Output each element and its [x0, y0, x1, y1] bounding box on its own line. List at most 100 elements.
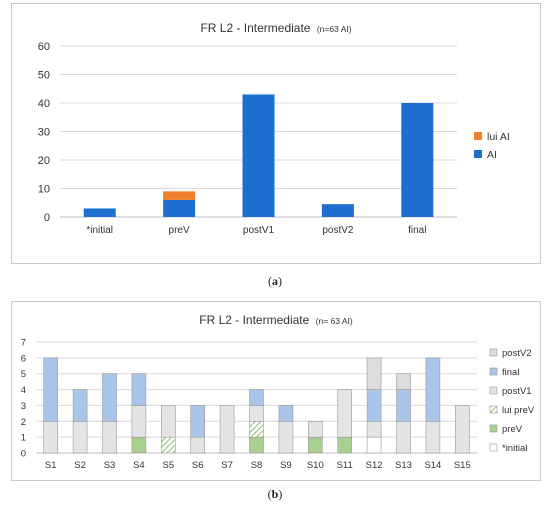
- chart-a-bar-ai: [321, 204, 354, 217]
- chart-b-bar-postv1: [425, 420, 441, 454]
- chart-b-bar-postv1: [454, 405, 470, 454]
- chart-b-legend-label-initial: *initial: [502, 443, 527, 454]
- chart-a-bar-ai: [401, 103, 434, 217]
- chart-b-bar-postv2: [396, 373, 411, 390]
- chart-b-bar-final: [190, 405, 205, 438]
- chart-a-legend-swatch-lui-ai: [474, 132, 482, 140]
- chart-a-bar-ai: [163, 199, 196, 217]
- chart-b-bar-lui-prev: [161, 436, 176, 454]
- chart-b-bar-final: [72, 389, 88, 422]
- chart-b-legend-swatch-prev: [489, 424, 498, 433]
- chart-b-category-label: S3: [104, 460, 116, 471]
- chart-b-bar-postv1: [337, 389, 353, 438]
- chart-b-legend-label-postv2: postV2: [502, 348, 532, 359]
- chart-b-bar-postv1: [131, 405, 147, 438]
- chart-b-bar-final: [425, 357, 441, 422]
- chart-b-bar-postv1: [249, 405, 264, 422]
- chart-b-bar-final: [278, 405, 294, 422]
- chart-b-bar-prev: [249, 436, 264, 454]
- chart-b-category-label: S4: [133, 460, 145, 471]
- chart-b-ytick-label: 1: [21, 433, 26, 444]
- chart-b-bar-postv1: [307, 420, 323, 438]
- chart-b-title-main: FR L2 - Intermediate: [199, 313, 309, 327]
- chart-b-bar-final: [43, 357, 59, 422]
- chart-b-bar-postv1: [161, 405, 176, 438]
- chart-b-category-label: S13: [395, 460, 412, 471]
- chart-b-category-label: S9: [280, 460, 292, 471]
- chart-b-bar-postv1: [190, 436, 205, 454]
- chart-a-title-main: FR L2 - Intermediate: [200, 21, 310, 35]
- chart-b-ytick-label: 4: [21, 385, 26, 396]
- chart-a-bar-lui-ai: [163, 191, 196, 200]
- chart-b-legend-swatch-initial: [489, 443, 498, 452]
- chart-b-legend-swatch-lui-prev: [489, 405, 498, 414]
- chart-b-bar-final: [131, 373, 147, 406]
- chart-a-ytick-label: 60: [38, 41, 50, 53]
- chart-b-bar-postv1: [43, 420, 59, 454]
- chart-b-bar-lui-prev: [249, 420, 264, 438]
- chart-a-bar-ai: [83, 208, 116, 217]
- chart-b-ytick-label: 3: [21, 401, 26, 412]
- chart-b-legend-label-prev: preV: [502, 424, 523, 435]
- chart-a-category-label: postV2: [322, 225, 354, 236]
- chart-b-category-label: S2: [74, 460, 86, 471]
- chart-b-bar-final: [366, 389, 382, 422]
- chart-b-ytick-label: 5: [21, 369, 26, 380]
- chart-b-ytick-label: 2: [21, 417, 26, 428]
- chart-b-category-label: S15: [454, 460, 471, 471]
- chart-a-category-label: *initial: [86, 225, 113, 236]
- chart-b-legend-label-final: final: [502, 367, 519, 378]
- chart-a-ytick-label: 10: [38, 184, 50, 196]
- chart-b-bar-postv1: [278, 420, 294, 454]
- chart-panel-a: FR L2 - Intermediate (n=63 AI) 0 10 20 30 40…: [11, 3, 541, 264]
- chart-a-category-label: preV: [169, 225, 190, 236]
- chart-a-legend-label-ai: AI: [487, 149, 497, 161]
- chart-b-category-label: S10: [307, 460, 324, 471]
- chart-panel-b: FR L2 - Intermediate (n= 63 AI) 0 1 2 3 4 5 6 7…: [11, 301, 541, 481]
- chart-b-svg: FR L2 - Intermediate (n= 63 AI) 0 1 2 3 4 5 6 7…: [21, 313, 535, 471]
- chart-a-ytick-label: 20: [38, 155, 50, 167]
- chart-b-category-label: S11: [337, 460, 353, 471]
- chart-b-category-label: S7: [221, 460, 233, 471]
- chart-b-legend-swatch-postv1: [489, 386, 498, 395]
- chart-b-bar-postv2: [366, 357, 382, 390]
- chart-b-ytick-label: 7: [21, 338, 26, 349]
- chart-b-bar-final: [102, 373, 117, 422]
- chart-a-ytick-label: 50: [38, 70, 50, 82]
- caption-a-label: a: [272, 274, 278, 288]
- chart-b-bar-postv1: [102, 420, 117, 454]
- chart-b-legend-label-lui-prev: lui preV: [502, 405, 535, 416]
- chart-b-legend-swatch-postv2: [489, 348, 498, 357]
- chart-a-ytick-label: 30: [38, 127, 50, 139]
- caption-b: (b): [267, 487, 283, 501]
- chart-b-legend-label-postv1: postV1: [502, 386, 532, 397]
- chart-b-category-label: S12: [366, 460, 383, 471]
- chart-b-category-label: S1: [45, 460, 57, 471]
- chart-b-bar-final: [396, 389, 411, 422]
- chart-b-bar-initial: [366, 436, 382, 454]
- chart-b-ytick-label: 6: [21, 353, 26, 364]
- chart-a-category-label: final: [408, 225, 426, 236]
- chart-b-category-label: S14: [424, 460, 441, 471]
- chart-b-bar-final: [249, 389, 264, 406]
- caption-a: (a): [268, 274, 282, 288]
- chart-a-ytick-label: 40: [38, 98, 50, 110]
- chart-a-category-label: postV1: [243, 225, 275, 236]
- chart-b-bar-postv1: [366, 420, 382, 438]
- chart-a-subtitle: (n=63 AI): [317, 24, 352, 34]
- chart-b-title: FR L2 - Intermediate (n= 63 AI): [199, 313, 353, 327]
- chart-b-category-label: S5: [162, 460, 174, 471]
- chart-a-ytick-label: 0: [44, 212, 50, 224]
- chart-b-bar-postv1: [219, 405, 235, 454]
- chart-b-category-label: S8: [251, 460, 263, 471]
- chart-b-ytick-label: 0: [21, 449, 26, 460]
- chart-b-bar-prev: [337, 436, 353, 454]
- chart-a-title: FR L2 - Intermediate (n=63 AI): [200, 21, 351, 35]
- chart-a-legend-label-lui-ai: lui AI: [487, 131, 510, 143]
- chart-a-bar-ai: [242, 94, 275, 217]
- chart-a-svg: FR L2 - Intermediate (n=63 AI) 0 10 20 30 40…: [38, 21, 510, 236]
- chart-b-category-label: S6: [192, 460, 204, 471]
- chart-b-subtitle: (n= 63 AI): [316, 316, 353, 326]
- chart-b-legend-swatch-final: [489, 367, 498, 376]
- chart-a-legend-swatch-ai: [474, 150, 482, 158]
